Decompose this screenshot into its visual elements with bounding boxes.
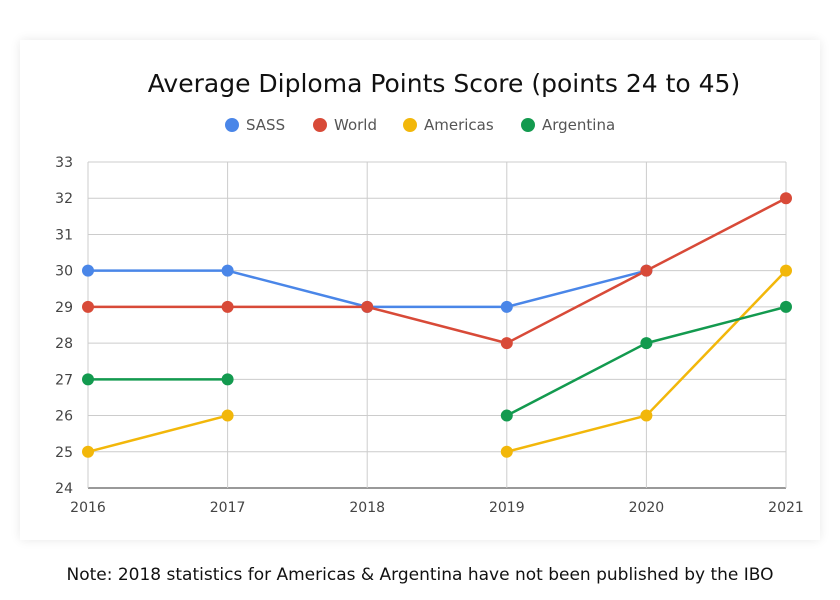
data-point-argentina-2021 xyxy=(780,300,792,313)
data-point-americas-2017 xyxy=(221,409,234,422)
series-line-americas xyxy=(87,414,228,453)
legend-marker-argentina xyxy=(521,118,535,132)
data-point-argentina-2020 xyxy=(640,337,653,350)
data-point-sass-2016 xyxy=(82,264,94,277)
data-point-world-2018 xyxy=(361,300,374,313)
data-point-americas-2016 xyxy=(82,445,94,458)
data-point-sass-2019 xyxy=(500,300,513,313)
legend-marker-world xyxy=(313,118,327,132)
x-tick-label: 2016 xyxy=(70,500,106,516)
data-point-world-2021 xyxy=(780,192,792,205)
series-line-world xyxy=(88,197,787,345)
y-tick-label: 31 xyxy=(55,227,73,243)
x-tick-label: 2017 xyxy=(210,500,246,516)
y-tick-label: 32 xyxy=(55,191,73,207)
data-point-world-2020 xyxy=(640,264,653,277)
y-tick-label: 28 xyxy=(55,336,73,352)
data-point-americas-2019 xyxy=(500,445,513,458)
legend-label-argentina: Argentina xyxy=(542,116,615,134)
data-point-argentina-2016 xyxy=(82,373,94,386)
chart-card: Average Diploma Points Score (points 24 … xyxy=(20,40,820,540)
data-point-world-2016 xyxy=(82,300,94,313)
x-tick-label: 2018 xyxy=(349,500,385,516)
legend-label-world: World xyxy=(334,116,377,134)
x-tick-label: 2021 xyxy=(768,500,804,516)
legend-marker-sass xyxy=(225,118,239,132)
y-tick-label: 30 xyxy=(55,264,73,280)
data-point-americas-2021 xyxy=(780,264,792,277)
chart-title: Average Diploma Points Score (points 24 … xyxy=(148,69,740,98)
footnote: Note: 2018 statistics for Americas & Arg… xyxy=(66,565,774,585)
data-point-argentina-2017 xyxy=(221,373,234,386)
data-point-argentina-2019 xyxy=(500,409,513,422)
data-point-americas-2020 xyxy=(640,409,653,422)
data-point-world-2019 xyxy=(500,337,513,350)
y-tick-label: 29 xyxy=(55,300,73,316)
x-tick-label: 2019 xyxy=(489,500,525,516)
y-tick-label: 24 xyxy=(55,481,73,497)
data-point-sass-2017 xyxy=(221,264,234,277)
line-chart: Average Diploma Points Score (points 24 … xyxy=(55,69,804,516)
y-tick-label: 26 xyxy=(55,409,73,425)
y-tick-label: 27 xyxy=(55,372,73,388)
y-tick-label: 33 xyxy=(55,155,73,171)
data-point-world-2017 xyxy=(221,300,234,313)
x-tick-label: 2020 xyxy=(629,500,665,516)
y-tick-label: 25 xyxy=(55,445,73,461)
legend-label-americas: Americas xyxy=(424,116,494,134)
legend-label-sass: SASS xyxy=(246,116,285,134)
legend-marker-americas xyxy=(403,118,417,132)
